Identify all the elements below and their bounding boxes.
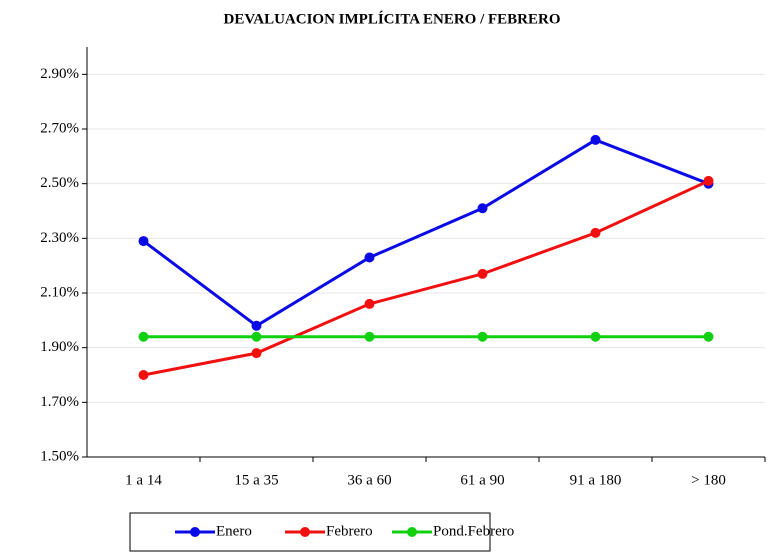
y-tick-label: 2.90% xyxy=(40,66,79,82)
x-tick-label: 91 a 180 xyxy=(570,472,622,488)
x-tick-label: 36 a 60 xyxy=(347,472,391,488)
legend-label: Enero xyxy=(216,523,252,539)
point xyxy=(590,331,601,342)
legend-marker xyxy=(190,527,200,537)
y-tick-label: 1.90% xyxy=(40,339,79,355)
point xyxy=(477,203,488,214)
chart-title: DEVALUACION IMPLÍCITA ENERO / FEBRERO xyxy=(224,10,561,27)
point xyxy=(138,370,149,380)
series-line xyxy=(142,138,710,328)
x-tick-label: 61 a 90 xyxy=(460,472,504,488)
point xyxy=(703,175,714,186)
legend-label: Pond.Febrero xyxy=(433,523,514,539)
point xyxy=(138,236,149,247)
x-tick-label: 15 a 35 xyxy=(234,472,278,488)
y-tick-label: 1.50% xyxy=(40,448,79,464)
y-tick-label: 2.70% xyxy=(40,120,79,136)
y-tick-label: 2.30% xyxy=(40,230,79,246)
point xyxy=(364,331,375,342)
legend-marker xyxy=(300,527,310,537)
point xyxy=(138,331,149,342)
legend-marker xyxy=(407,527,417,537)
y-tick-label: 2.50% xyxy=(40,175,79,191)
series-line xyxy=(143,179,710,377)
y-tick-label: 1.70% xyxy=(40,394,79,410)
point xyxy=(590,134,601,145)
x-tick-label: > 180 xyxy=(691,472,726,488)
point xyxy=(703,331,714,342)
point xyxy=(477,268,488,279)
point xyxy=(251,331,262,342)
y-tick-label: 2.10% xyxy=(40,284,79,300)
point xyxy=(477,331,488,342)
point xyxy=(364,252,375,263)
point xyxy=(590,227,601,238)
point xyxy=(251,348,262,359)
x-tick-label: 1 a 14 xyxy=(125,472,162,488)
point xyxy=(251,320,262,331)
legend-label: Febrero xyxy=(326,523,373,539)
point xyxy=(364,298,375,309)
